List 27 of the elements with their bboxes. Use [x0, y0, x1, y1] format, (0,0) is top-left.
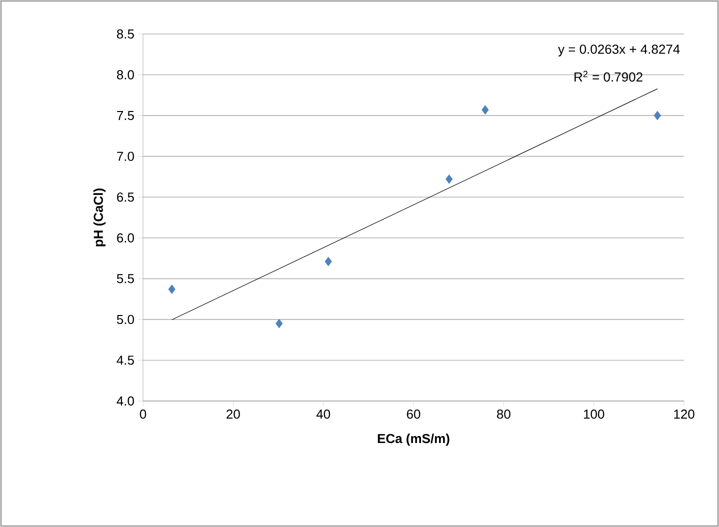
- y-tick-label: 4.5: [116, 356, 134, 365]
- y-tick-label: 6.5: [117, 192, 134, 202]
- point: [482, 105, 489, 115]
- point: [324, 256, 332, 266]
- point: [168, 284, 176, 294]
- x-tick-label: 120: [674, 410, 694, 419]
- y-tick-label: 8.0: [116, 70, 134, 80]
- point: [446, 174, 453, 184]
- y-tick-label: 7.5: [117, 111, 134, 120]
- annotation: y = 0.0263x + 4.8274: [558, 44, 680, 56]
- y-tick-label: 8.5: [116, 29, 134, 39]
- x-tick-label: 100: [584, 410, 604, 419]
- y-tick-label: 5.0: [116, 314, 134, 324]
- y-tick-label: 5.5: [116, 274, 134, 284]
- x-axis-title: ECa (mS/m): [378, 434, 450, 446]
- y-axis-title: pH (CaCl): [93, 188, 106, 246]
- x-tick-label: 40: [316, 410, 330, 419]
- point: [276, 318, 283, 328]
- point: [654, 110, 661, 120]
- x-tick-label: 20: [226, 410, 240, 419]
- x-tick-label: 0: [140, 410, 146, 419]
- annotation: R$^{2}$ = 0.7902: [574, 70, 642, 82]
- y-tick-label: 4.0: [116, 396, 134, 406]
- x-tick-label: 60: [406, 410, 420, 419]
- x-tick-label: 80: [497, 410, 510, 419]
- y-tick-label: 7.0: [117, 152, 134, 161]
- y-tick-label: 6.0: [117, 233, 134, 242]
